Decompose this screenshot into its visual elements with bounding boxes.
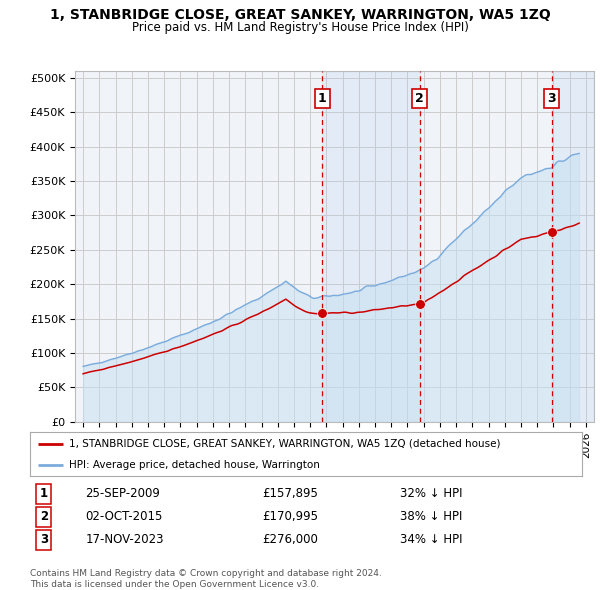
Text: 02-OCT-2015: 02-OCT-2015: [85, 510, 163, 523]
Text: HPI: Average price, detached house, Warrington: HPI: Average price, detached house, Warr…: [68, 460, 320, 470]
Text: £170,995: £170,995: [262, 510, 318, 523]
Text: 38% ↓ HPI: 38% ↓ HPI: [400, 510, 462, 523]
Text: 17-NOV-2023: 17-NOV-2023: [85, 533, 164, 546]
Text: £157,895: £157,895: [262, 487, 318, 500]
Text: Price paid vs. HM Land Registry's House Price Index (HPI): Price paid vs. HM Land Registry's House …: [131, 21, 469, 34]
Text: 32% ↓ HPI: 32% ↓ HPI: [400, 487, 463, 500]
Text: 1, STANBRIDGE CLOSE, GREAT SANKEY, WARRINGTON, WA5 1ZQ: 1, STANBRIDGE CLOSE, GREAT SANKEY, WARRI…: [50, 8, 550, 22]
Text: 1, STANBRIDGE CLOSE, GREAT SANKEY, WARRINGTON, WA5 1ZQ (detached house): 1, STANBRIDGE CLOSE, GREAT SANKEY, WARRI…: [68, 439, 500, 449]
Text: 3: 3: [547, 92, 556, 105]
Text: 2: 2: [415, 92, 424, 105]
Text: £276,000: £276,000: [262, 533, 318, 546]
Text: 1: 1: [40, 487, 48, 500]
Text: 25-SEP-2009: 25-SEP-2009: [85, 487, 160, 500]
Bar: [551, 71, 594, 422]
Text: 2: 2: [40, 510, 48, 523]
Text: 3: 3: [40, 533, 48, 546]
Text: 1: 1: [317, 92, 326, 105]
Text: 34% ↓ HPI: 34% ↓ HPI: [400, 533, 463, 546]
Bar: [322, 71, 419, 422]
Text: Contains HM Land Registry data © Crown copyright and database right 2024.
This d: Contains HM Land Registry data © Crown c…: [30, 569, 382, 589]
